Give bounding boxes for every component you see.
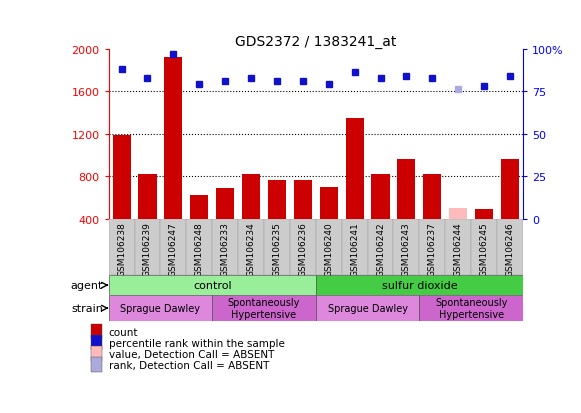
- Text: agent: agent: [71, 280, 103, 290]
- Bar: [371, 175, 390, 219]
- Bar: [316, 295, 419, 322]
- Text: GSM106242: GSM106242: [376, 222, 385, 276]
- Bar: [187, 219, 212, 276]
- Bar: [164, 58, 182, 219]
- Bar: [471, 219, 497, 276]
- Bar: [346, 119, 364, 219]
- Text: Sprague Dawley: Sprague Dawley: [120, 304, 200, 313]
- Text: GSM106241: GSM106241: [350, 222, 359, 277]
- Text: GSM106248: GSM106248: [195, 222, 204, 277]
- Bar: [320, 188, 338, 219]
- Text: GSM106243: GSM106243: [402, 222, 411, 277]
- Bar: [268, 181, 286, 219]
- Title: GDS2372 / 1383241_at: GDS2372 / 1383241_at: [235, 35, 396, 49]
- Bar: [497, 219, 523, 276]
- Text: sulfur dioxide: sulfur dioxide: [382, 280, 457, 290]
- Bar: [238, 219, 264, 276]
- Bar: [419, 295, 523, 322]
- Bar: [109, 276, 316, 295]
- Bar: [475, 210, 493, 219]
- Text: GSM106246: GSM106246: [505, 222, 514, 277]
- Bar: [445, 219, 471, 276]
- Text: count: count: [109, 327, 138, 337]
- Text: GSM106239: GSM106239: [143, 222, 152, 277]
- Bar: [91, 358, 102, 372]
- Text: value, Detection Call = ABSENT: value, Detection Call = ABSENT: [109, 349, 274, 359]
- Bar: [294, 181, 312, 219]
- Bar: [190, 196, 209, 219]
- Bar: [160, 219, 187, 276]
- Bar: [316, 219, 342, 276]
- Text: GSM106237: GSM106237: [428, 222, 437, 277]
- Bar: [212, 295, 316, 322]
- Bar: [212, 219, 238, 276]
- Text: GSM106247: GSM106247: [169, 222, 178, 277]
- Text: GSM106233: GSM106233: [221, 222, 229, 277]
- Text: GSM106238: GSM106238: [117, 222, 126, 277]
- Bar: [91, 347, 102, 361]
- Bar: [449, 209, 467, 219]
- Bar: [138, 175, 156, 219]
- Text: control: control: [193, 280, 231, 290]
- Text: strain: strain: [71, 304, 103, 313]
- Bar: [135, 219, 160, 276]
- Text: GSM106235: GSM106235: [272, 222, 281, 277]
- Bar: [216, 188, 234, 219]
- Text: GSM106244: GSM106244: [454, 222, 462, 276]
- Text: GSM106245: GSM106245: [479, 222, 489, 277]
- Bar: [91, 324, 102, 339]
- Bar: [242, 175, 260, 219]
- Text: GSM106234: GSM106234: [246, 222, 256, 277]
- Bar: [423, 175, 442, 219]
- Bar: [264, 219, 290, 276]
- Text: Spontaneously
Hypertensive: Spontaneously Hypertensive: [435, 298, 507, 319]
- Bar: [113, 135, 131, 219]
- Bar: [109, 295, 212, 322]
- Bar: [91, 335, 102, 350]
- Bar: [316, 276, 523, 295]
- Bar: [368, 219, 393, 276]
- Bar: [501, 160, 519, 219]
- Bar: [397, 160, 415, 219]
- Text: percentile rank within the sample: percentile rank within the sample: [109, 338, 285, 348]
- Bar: [109, 219, 135, 276]
- Bar: [290, 219, 316, 276]
- Text: Spontaneously
Hypertensive: Spontaneously Hypertensive: [228, 298, 300, 319]
- Bar: [393, 219, 419, 276]
- Bar: [419, 219, 445, 276]
- Text: GSM106240: GSM106240: [324, 222, 333, 277]
- Text: Sprague Dawley: Sprague Dawley: [328, 304, 407, 313]
- Text: rank, Detection Call = ABSENT: rank, Detection Call = ABSENT: [109, 360, 269, 370]
- Text: GSM106236: GSM106236: [298, 222, 307, 277]
- Bar: [342, 219, 368, 276]
